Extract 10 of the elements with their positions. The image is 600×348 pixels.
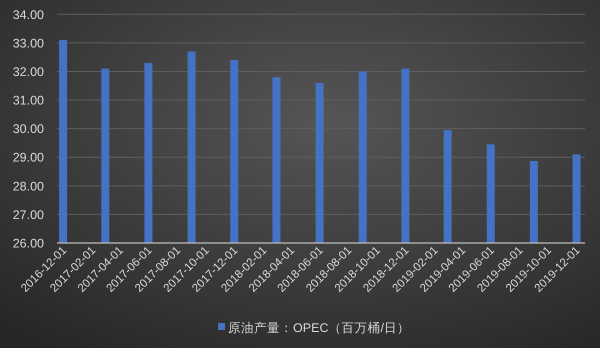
y-tick-label: 34.00 (12, 8, 44, 22)
y-tick-label: 30.00 (12, 122, 44, 136)
y-tick-label: 33.00 (12, 36, 44, 50)
legend-label: 原油产量：OPEC（百万桶/日） (228, 321, 410, 335)
y-tick-label: 26.00 (12, 236, 44, 250)
y-tick-label: 28.00 (12, 179, 44, 194)
y-tick-label: 32.00 (12, 64, 44, 79)
y-tick-label: 31.00 (12, 94, 44, 108)
y-tick-label: 29.00 (12, 150, 44, 165)
y-tick-label: 27.00 (12, 208, 44, 222)
